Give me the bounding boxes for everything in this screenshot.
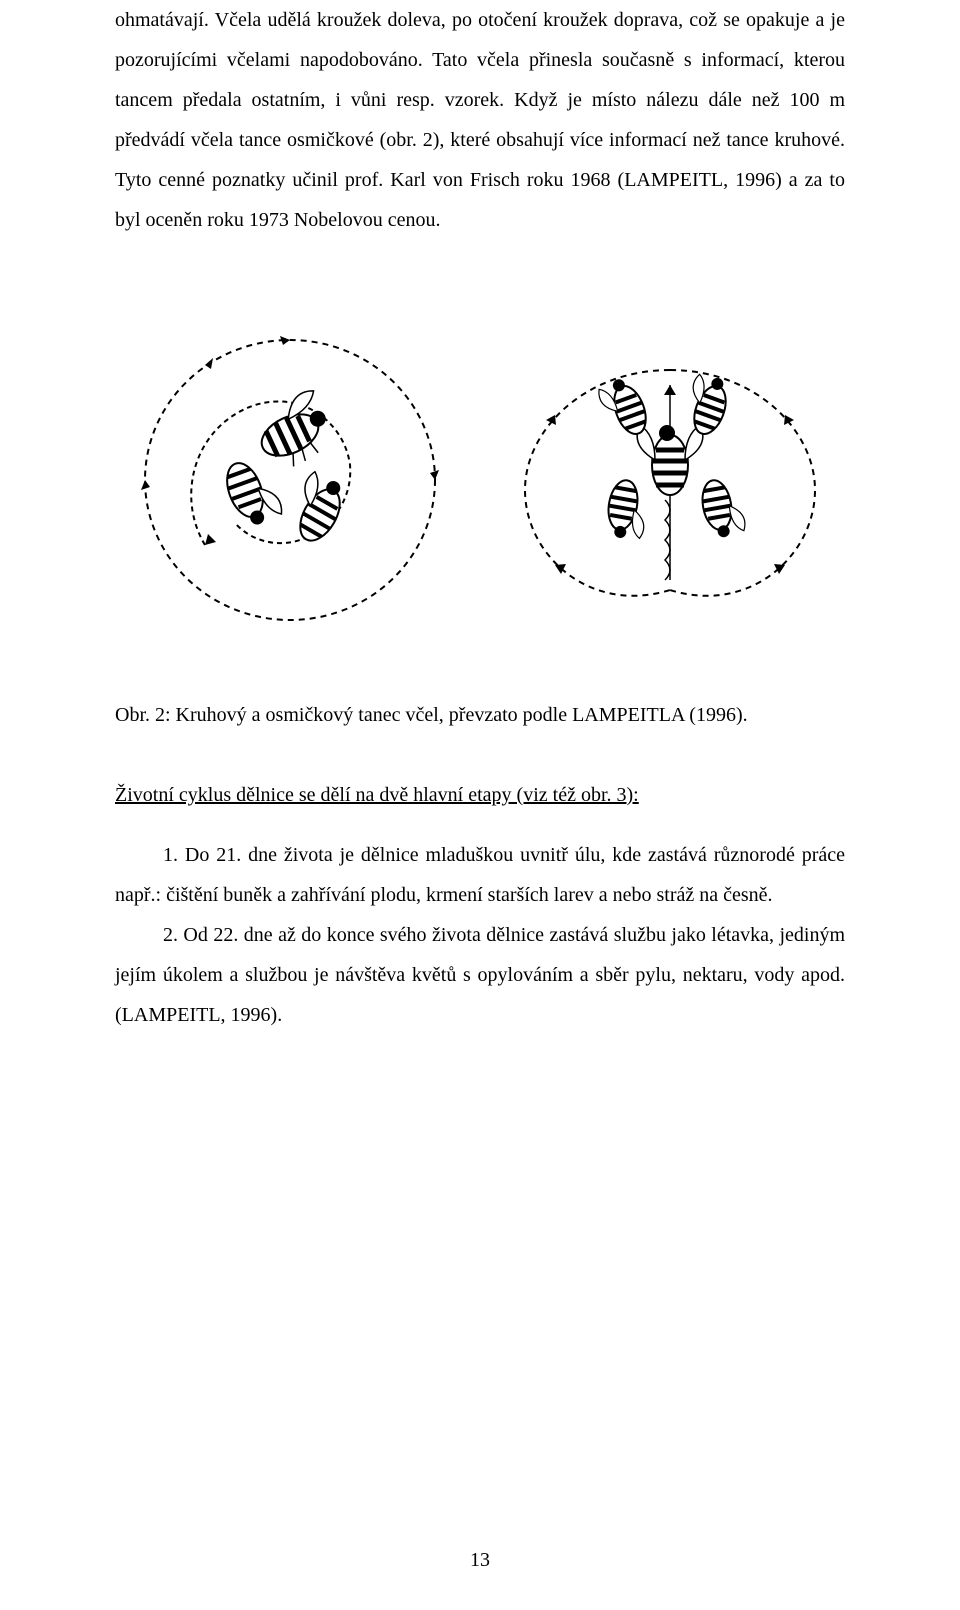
lifecycle-item-1: 1. Do 21. dne života je dělnice mladuško…	[115, 835, 845, 915]
waggle-dance-diagram	[495, 315, 845, 635]
figure-caption: Obr. 2: Kruhový a osmičkový tanec včel, …	[115, 695, 845, 735]
round-dance-diagram	[115, 315, 465, 635]
page-number: 13	[0, 1549, 960, 1572]
lifecycle-heading: Životní cyklus dělnice se dělí na dvě hl…	[115, 775, 845, 815]
bee-dance-figure	[115, 295, 845, 655]
lifecycle-item-2: 2. Od 22. dne až do konce svého života d…	[115, 915, 845, 1035]
intro-paragraph: ohmatávají. Včela udělá kroužek doleva, …	[115, 0, 845, 240]
